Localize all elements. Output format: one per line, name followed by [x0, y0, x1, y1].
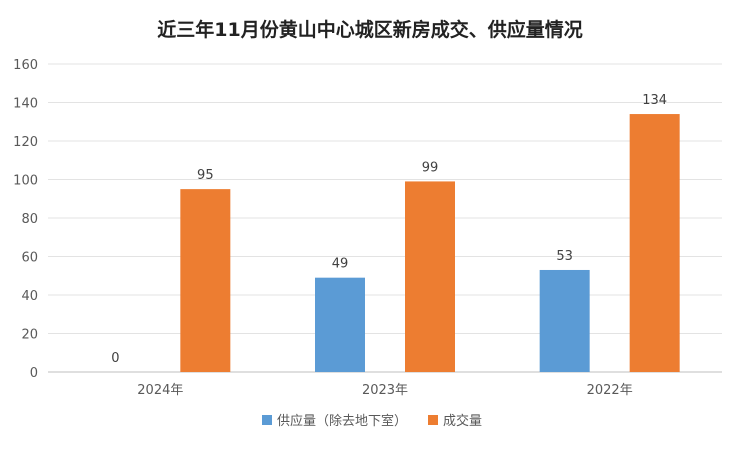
y-tick-label: 160	[13, 58, 38, 73]
y-tick-label: 20	[21, 328, 38, 343]
legend-label: 成交量	[443, 413, 482, 429]
bar-supply	[315, 277, 365, 372]
chart-title: 近三年11月份黄山中心城区新房成交、供应量情况	[157, 18, 582, 41]
bar-transaction	[180, 189, 231, 372]
x-category-label: 2022年	[587, 383, 633, 398]
y-tick-label: 80	[21, 212, 38, 227]
data-label: 134	[642, 93, 667, 108]
y-tick-label: 100	[13, 174, 38, 189]
data-label: 95	[197, 168, 214, 183]
x-category-label: 2023年	[362, 383, 408, 398]
bar-transaction	[405, 181, 455, 372]
x-axis-categories: 2024年 2023年 2022年	[137, 383, 632, 398]
legend: 供应量（除去地下室） 成交量	[262, 413, 482, 429]
data-labels: 0 95 49 99 53 134	[111, 93, 667, 366]
legend-swatch	[428, 415, 438, 425]
y-axis-ticks: 0 20 40 60 80 100 120 140 160	[13, 58, 38, 381]
data-label: 0	[111, 351, 119, 366]
bar-supply	[539, 269, 590, 372]
legend-swatch	[262, 415, 272, 425]
y-tick-label: 60	[21, 251, 38, 266]
data-label: 99	[422, 160, 439, 175]
legend-label: 供应量（除去地下室）	[277, 413, 407, 429]
data-label: 49	[332, 257, 349, 272]
bar-transaction	[629, 114, 680, 373]
y-tick-label: 140	[13, 97, 38, 112]
x-category-label: 2024年	[137, 383, 183, 398]
y-tick-label: 0	[30, 366, 38, 381]
y-tick-label: 120	[13, 135, 38, 150]
data-label: 53	[556, 249, 573, 264]
y-tick-label: 40	[21, 289, 38, 304]
gridlines	[48, 63, 722, 373]
bars	[180, 114, 680, 373]
